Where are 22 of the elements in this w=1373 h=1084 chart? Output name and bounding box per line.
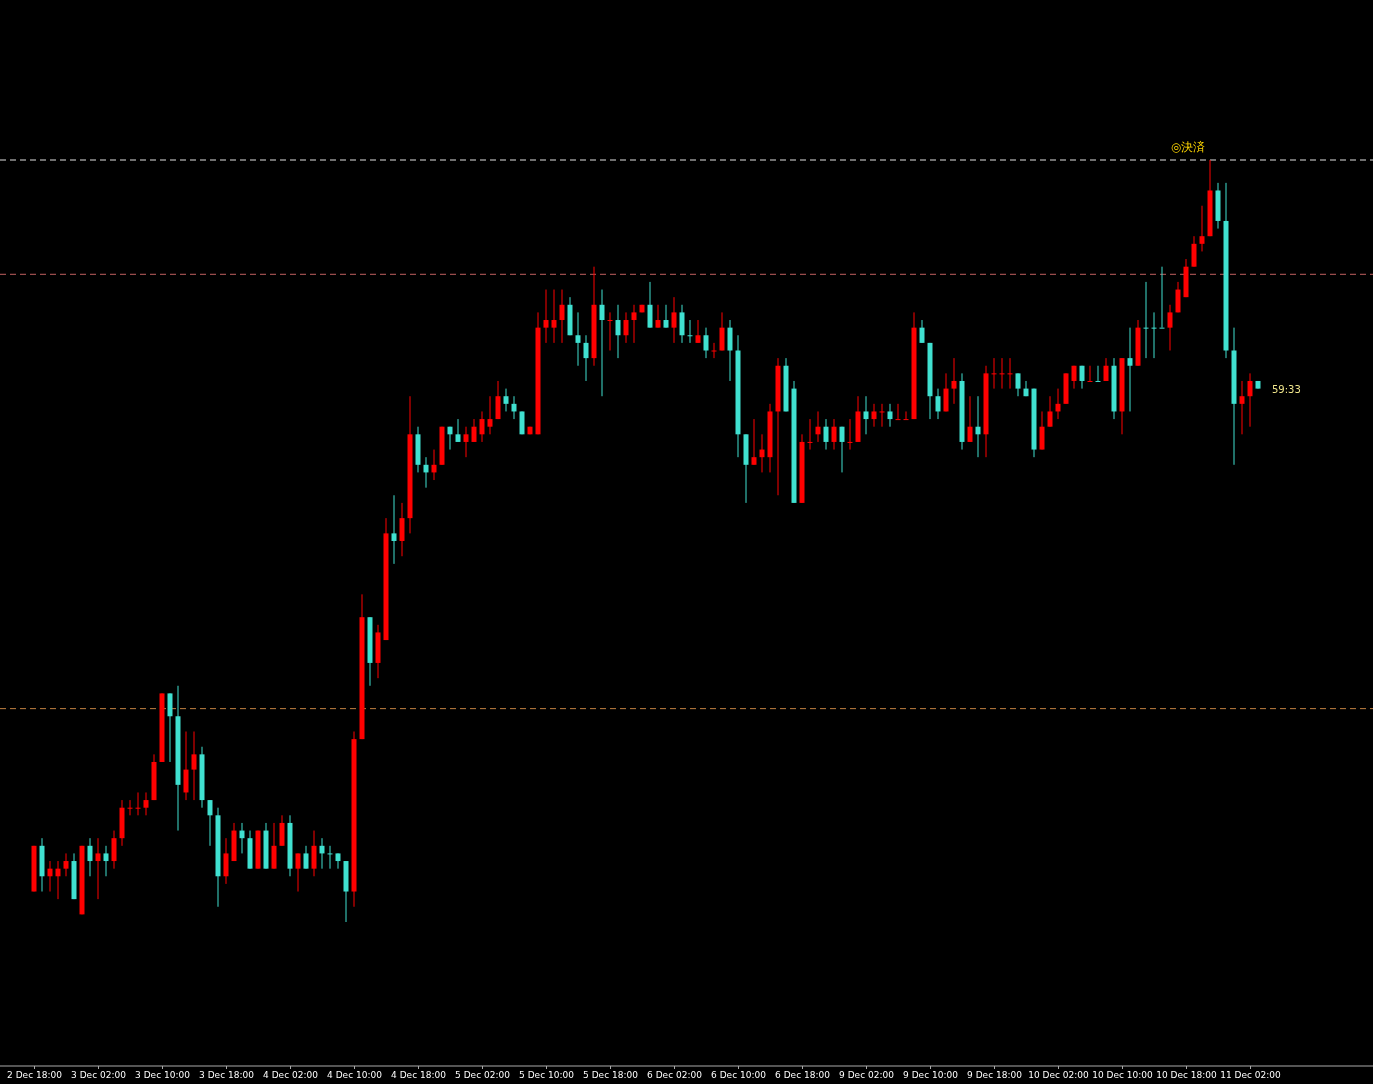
x-tick-label: 4 Dec 10:00	[327, 1070, 383, 1081]
x-tick-label: 10 Dec 18:00	[1156, 1070, 1218, 1081]
x-tick-label: 2 Dec 18:00	[7, 1070, 63, 1081]
x-tick-label: 5 Dec 18:00	[583, 1070, 639, 1081]
x-tick-label: 9 Dec 02:00	[839, 1070, 895, 1081]
x-tick-label: 5 Dec 02:00	[455, 1070, 511, 1081]
x-tick-label: 5 Dec 10:00	[519, 1070, 575, 1081]
x-tick-label: 10 Dec 10:00	[1092, 1070, 1154, 1081]
text: 59:33	[1272, 383, 1301, 395]
x-tick-label: 4 Dec 02:00	[263, 1070, 319, 1081]
x-tick-label: 3 Dec 10:00	[135, 1070, 191, 1081]
x-tick-label: 6 Dec 02:00	[647, 1070, 703, 1081]
x-tick-label: 9 Dec 10:00	[903, 1070, 959, 1081]
text: ◎決済	[1170, 140, 1206, 154]
x-tick-label: 3 Dec 02:00	[71, 1070, 127, 1081]
x-tick-label: 10 Dec 02:00	[1028, 1070, 1090, 1081]
x-tick-label: 3 Dec 18:00	[199, 1070, 255, 1081]
x-tick-label: 6 Dec 18:00	[775, 1070, 831, 1081]
x-tick-label: 11 Dec 02:00	[1220, 1070, 1282, 1081]
x-tick-label: 4 Dec 18:00	[391, 1070, 447, 1081]
x-tick-label: 6 Dec 10:00	[711, 1070, 767, 1081]
x-tick-label: 9 Dec 18:00	[967, 1070, 1023, 1081]
